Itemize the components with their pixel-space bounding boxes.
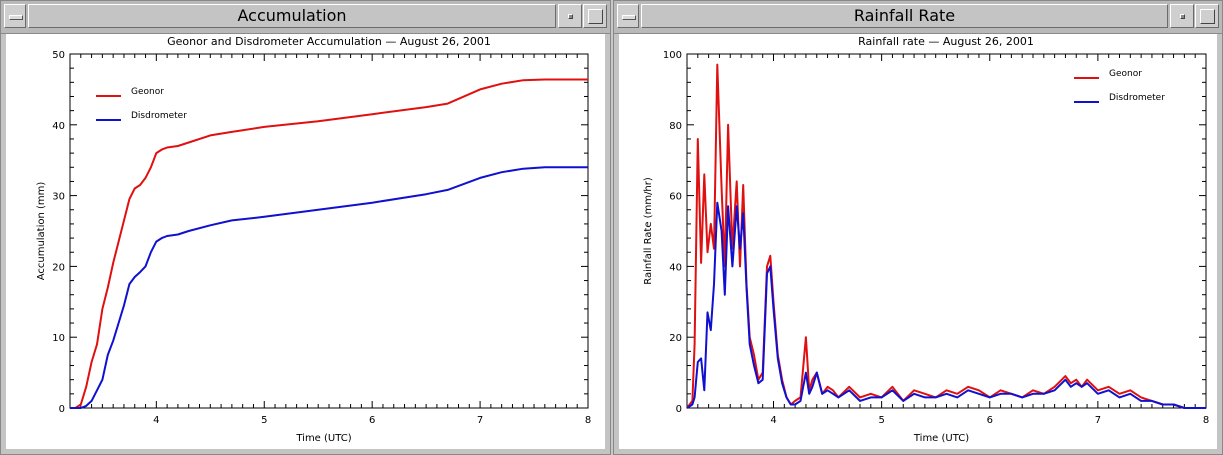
maximize-button[interactable] [583,4,607,28]
y-tick-label: 40 [52,121,65,132]
legend-label-disdrometer: Disdrometer [131,111,187,121]
accumulation-window: Accumulation Geonor and Disdrometer Accu… [0,0,611,455]
y-tick-label: 0 [676,404,682,415]
minimize-icon [568,14,573,19]
x-tick-label: 8 [585,415,591,426]
y-tick-label: 60 [669,192,682,203]
legend-label-geonor: Geonor [131,87,164,97]
series-line-geonor [70,78,588,409]
x-axis-label: Time (UTC) [913,433,969,444]
series-line-geonor [686,63,1206,409]
y-tick-label: 40 [669,262,682,273]
menu-bar-icon [622,15,636,20]
y-tick-label: 80 [669,121,682,132]
maximize-icon [1200,9,1215,24]
x-tick-label: 4 [770,415,776,426]
window-title[interactable]: Accumulation [28,4,556,28]
x-tick-label: 7 [1095,415,1101,426]
y-axis-label: Rainfall Rate (mm/hr) [643,177,654,285]
x-tick-label: 7 [477,415,483,426]
plot-frame [686,53,1207,409]
x-tick-label: 6 [369,415,375,426]
minimize-button[interactable] [558,4,582,28]
legend-label-disdrometer: Disdrometer [1109,93,1165,103]
y-tick-label: 30 [52,192,65,203]
y-axis-label: Accumulation (mm) [36,182,47,281]
maximize-icon [588,9,603,24]
y-tick-label: 20 [669,333,682,344]
x-tick-label: 6 [987,415,993,426]
x-tick-label: 4 [153,415,159,426]
accumulation-plot-area: Geonor and Disdrometer Accumulation — Au… [6,34,605,449]
window-menu-button[interactable] [4,4,26,28]
x-tick-label: 8 [1203,415,1209,426]
series-line-disdrometer [70,166,588,409]
y-tick-label: 10 [52,333,65,344]
chart-title: Rainfall rate — August 26, 2001 [858,35,1034,48]
window-menu-button[interactable] [617,4,639,28]
series-line-disdrometer [686,201,1206,409]
y-tick-label: 0 [59,404,65,415]
legend-label-geonor: Geonor [1109,69,1142,79]
x-tick-label: 5 [261,415,267,426]
x-axis-label: Time (UTC) [295,433,351,444]
window-title[interactable]: Rainfall Rate [641,4,1168,28]
accumulation-chart: Geonor and Disdrometer Accumulation — Au… [36,35,591,444]
menu-bar-icon [9,15,23,20]
minimize-icon [1180,14,1185,19]
y-tick-label: 100 [663,50,682,61]
rainfall-rate-window: Rainfall Rate Rainfall rate — August 26,… [613,0,1223,455]
x-tick-label: 5 [878,415,884,426]
chart-title: Geonor and Disdrometer Accumulation — Au… [167,35,491,48]
y-tick-label: 20 [52,262,65,273]
maximize-button[interactable] [1195,4,1219,28]
rainfall-rate-titlebar[interactable]: Rainfall Rate [614,1,1222,34]
minimize-button[interactable] [1170,4,1194,28]
rainfall-rate-plot-area: Rainfall rate — August 26, 2001 4 5 6 7 8 0 20 4… [619,34,1217,449]
plot-frame [69,53,589,409]
accumulation-titlebar[interactable]: Accumulation [1,1,610,34]
y-tick-label: 50 [52,50,65,61]
